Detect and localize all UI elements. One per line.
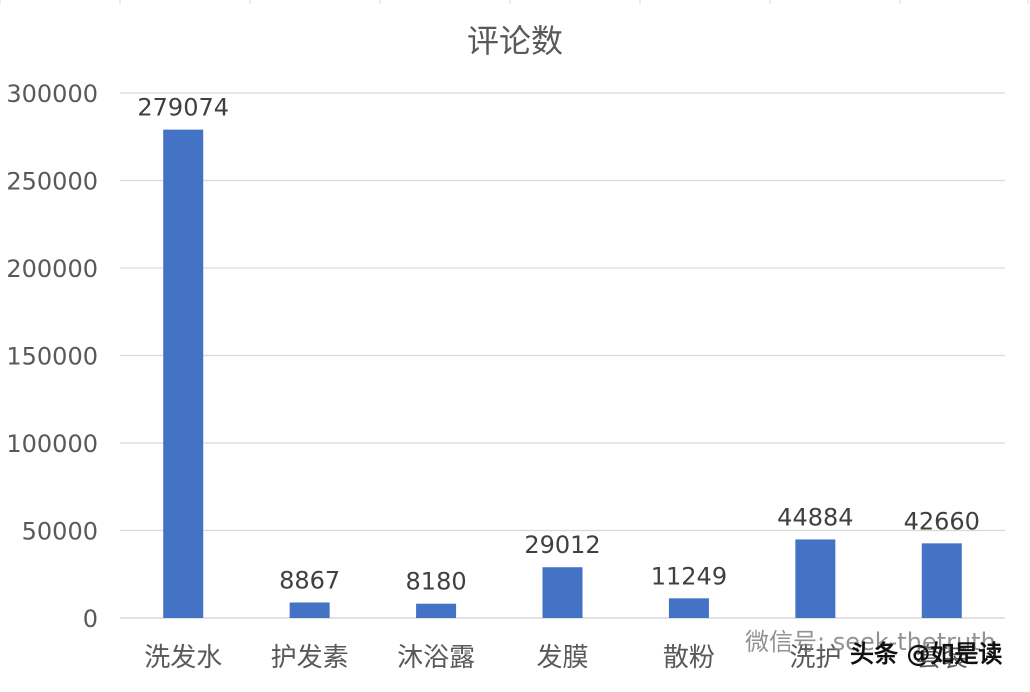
data-label: 44884 xyxy=(777,503,853,531)
data-label: 29012 xyxy=(524,531,600,559)
y-tick-label: 300000 xyxy=(6,80,98,108)
data-label: 8180 xyxy=(406,568,467,596)
x-tick-label: 发膜 xyxy=(536,643,588,673)
data-label: 11249 xyxy=(651,562,727,590)
y-tick-label: 200000 xyxy=(6,255,98,283)
y-axis-ticks: 0 50000 100000 150000 200000 250000 300000 xyxy=(6,80,98,633)
watermark-wechat: 微信号: seek-thetruth xyxy=(745,628,996,656)
bar xyxy=(289,602,330,618)
x-tick-label: 套装 xyxy=(916,643,968,673)
bar xyxy=(416,603,457,618)
bar xyxy=(542,567,583,618)
watermark-toutiao: 头条 @如是读 xyxy=(850,640,1002,668)
y-tick-label: 0 xyxy=(83,605,98,633)
y-tick-label: 250000 xyxy=(6,168,98,196)
y-tick-label: 150000 xyxy=(6,343,98,371)
chart-title: 评论数 xyxy=(467,22,563,60)
x-tick-label: 洗发水 xyxy=(144,643,222,673)
data-label: 8867 xyxy=(279,566,340,594)
data-label: 279074 xyxy=(137,94,229,122)
x-tick-label: 散粉 xyxy=(663,643,715,673)
bar xyxy=(921,543,962,618)
top-border-lines xyxy=(0,0,1029,4)
x-tick-label: 沐浴露 xyxy=(397,643,475,673)
bar xyxy=(795,539,836,618)
bars xyxy=(163,129,962,619)
watermark: 微信号: seek-thetruth 头条 @如是读 xyxy=(745,628,1002,668)
x-axis-ticks: 洗发水 护发素 沐浴露 发膜 散粉 洗护 套装 xyxy=(144,643,968,673)
data-label: 42660 xyxy=(904,507,980,535)
x-tick-label: 护发素 xyxy=(271,643,349,673)
x-tick-label: 洗护 xyxy=(789,643,841,673)
bar xyxy=(668,598,709,618)
y-tick-label: 50000 xyxy=(22,518,98,546)
data-labels: 279074 8867 8180 29012 11249 44884 42660 xyxy=(137,94,980,596)
bar xyxy=(163,129,204,619)
y-tick-label: 100000 xyxy=(6,430,98,458)
